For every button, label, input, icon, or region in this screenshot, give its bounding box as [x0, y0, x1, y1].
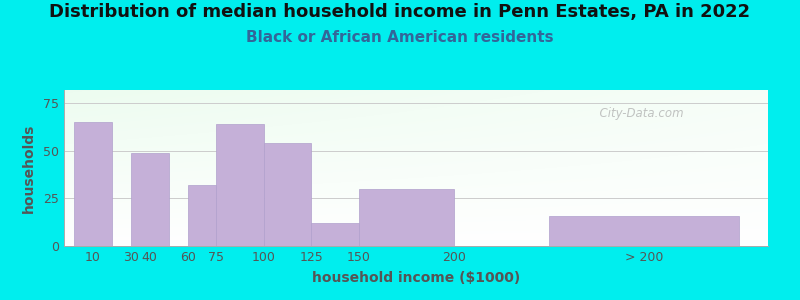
- Bar: [311, 223, 359, 246]
- Bar: [216, 124, 264, 246]
- X-axis label: household income ($1000): household income ($1000): [312, 271, 520, 285]
- Bar: [264, 143, 311, 246]
- Bar: [74, 122, 111, 246]
- Text: Black or African American residents: Black or African American residents: [246, 30, 554, 45]
- Bar: [549, 216, 739, 246]
- Text: City-Data.com: City-Data.com: [592, 107, 684, 120]
- Bar: [130, 153, 169, 246]
- Bar: [359, 189, 454, 246]
- Y-axis label: households: households: [22, 123, 36, 213]
- Text: Distribution of median household income in Penn Estates, PA in 2022: Distribution of median household income …: [50, 3, 750, 21]
- Bar: [188, 185, 216, 246]
